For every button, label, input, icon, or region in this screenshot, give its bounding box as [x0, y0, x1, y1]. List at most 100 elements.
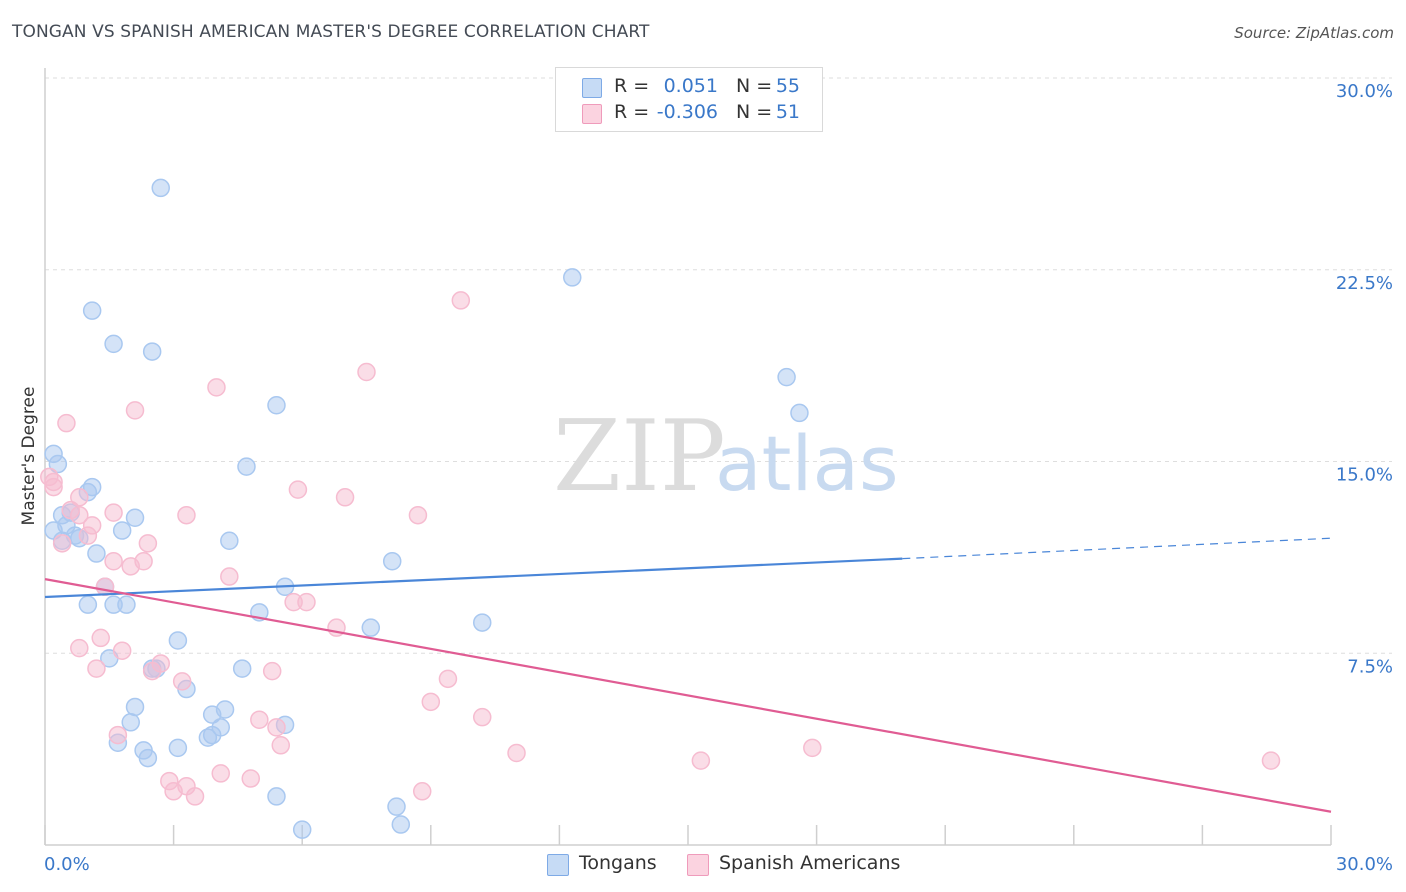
- tongan-point: [78, 595, 98, 614]
- y-tick-label: 7.5%: [1347, 656, 1393, 677]
- tongan-point: [82, 477, 102, 497]
- tongan-point: [104, 334, 123, 354]
- tongan-point: [87, 544, 106, 563]
- tongan-point: [267, 787, 286, 806]
- tongan-point: [48, 454, 68, 474]
- spanish-american-point: [220, 567, 239, 586]
- bottom-legend-swatch-spanish-americans: [687, 854, 709, 876]
- spanish-american-point: [138, 534, 158, 553]
- bottom-legend: Tongans Spanish Americans: [0, 852, 1406, 878]
- tongan-trend-line: [44, 557, 903, 599]
- tongan-point: [267, 396, 286, 415]
- tick-labels: 7.5% 15.0% 22.5% 30.0% 0.0% 30.0%: [44, 81, 1393, 875]
- spanish-american-point: [207, 378, 226, 397]
- spanish-american-point: [451, 291, 471, 310]
- tongan-point: [151, 178, 170, 198]
- spanish-american-point: [70, 638, 89, 658]
- tongan-point: [125, 697, 145, 717]
- x-tick-label: 30.0%: [1336, 854, 1393, 875]
- tongan-trend-extension: [902, 537, 1332, 560]
- bottom-legend-swatch-tongans: [547, 854, 569, 876]
- spanish-american-point: [172, 672, 192, 691]
- tongan-point: [292, 820, 312, 839]
- spanish-american-point: [125, 401, 145, 420]
- spanish-american-point: [267, 718, 286, 737]
- tongan-point: [382, 551, 402, 571]
- tongan-point: [121, 713, 140, 732]
- tongan-point: [472, 613, 492, 632]
- y-axis-title: Master's Degree: [19, 387, 39, 526]
- tongan-point: [790, 403, 809, 423]
- tongan-point: [138, 748, 158, 768]
- spanish-american-point: [472, 707, 492, 727]
- chart-source: Source: ZipAtlas.com: [1234, 24, 1394, 42]
- spanish-american-trend-line: [44, 578, 1332, 813]
- tongan-point: [361, 618, 381, 637]
- spanish-american-point: [211, 764, 231, 783]
- tongan-point: [168, 738, 188, 758]
- spanish-american-point: [87, 659, 106, 678]
- tongan-point: [232, 659, 252, 678]
- tongan-point: [220, 531, 239, 551]
- tongan-point: [211, 718, 231, 737]
- spanish-american-point: [412, 782, 432, 801]
- spanish-american-point: [112, 641, 132, 660]
- spanish-american-point: [104, 503, 123, 522]
- spanish-american-point: [241, 769, 261, 788]
- legend-r-label: R =: [614, 101, 650, 123]
- chart-title: TONGAN VS SPANISH AMERICAN MASTER'S DEGR…: [12, 22, 650, 42]
- tongan-point: [391, 815, 411, 834]
- spanish-american-point: [104, 551, 123, 571]
- tongan-point: [563, 268, 582, 287]
- watermark-zip: ZIP: [553, 400, 726, 514]
- legend-row-spanish-americans: R = -0.306 N = 51: [556, 101, 822, 127]
- legend-swatch-spanish-americans: [582, 104, 602, 124]
- legend-row-tongans: R = 0.051 N = 55: [556, 75, 822, 101]
- spanish-american-point: [507, 743, 526, 763]
- spanish-american-point: [438, 669, 458, 689]
- spanish-american-point: [82, 516, 102, 535]
- spanish-american-point: [70, 505, 89, 525]
- legend-n-value: 55: [775, 75, 800, 97]
- spanish-american-point: [271, 736, 291, 755]
- spanish-american-point: [151, 654, 170, 673]
- series-spanish-americans-points: [40, 291, 1281, 806]
- tongan-point: [82, 301, 102, 320]
- legend-r-label: R =: [614, 75, 650, 97]
- spanish-american-point: [262, 661, 282, 681]
- spanish-american-point: [691, 751, 711, 770]
- y-tick-label: 15.0%: [1336, 465, 1393, 486]
- legend-n-label: N =: [736, 75, 773, 97]
- tongan-point: [215, 700, 235, 719]
- legend-swatch-tongans: [582, 78, 602, 98]
- spanish-american-point: [91, 628, 110, 648]
- legend-r-value: -0.306: [656, 101, 718, 123]
- spanish-american-point: [408, 505, 428, 525]
- legend-n-value: 51: [775, 101, 800, 123]
- bottom-legend-label-spanish-americans: Spanish Americans: [719, 852, 901, 874]
- legend-n-label: N =: [736, 101, 773, 123]
- tongan-point: [237, 457, 256, 476]
- spanish-american-point: [421, 692, 441, 712]
- spanish-american-point: [70, 488, 89, 507]
- tongan-point: [125, 508, 145, 527]
- trend-lines: [44, 537, 1332, 813]
- watermark-atlas: atlas: [715, 419, 899, 508]
- watermark: ZIP atlas: [553, 400, 899, 514]
- spanish-american-point: [52, 534, 72, 553]
- spanish-american-point: [288, 480, 308, 499]
- y-tick-label: 22.5%: [1336, 273, 1393, 294]
- spanish-american-point: [803, 738, 822, 758]
- spanish-american-point: [134, 551, 153, 571]
- grid-lines: [45, 77, 1392, 654]
- spanish-american-point: [185, 787, 205, 806]
- spanish-american-point: [297, 592, 316, 612]
- spanish-american-point: [1261, 751, 1281, 770]
- spanish-american-point: [335, 488, 355, 507]
- x-tick-label: 0.0%: [44, 854, 90, 875]
- y-tick-label: 30.0%: [1336, 81, 1393, 102]
- spanish-american-point: [357, 362, 376, 382]
- tongan-point: [112, 521, 132, 540]
- spanish-american-point: [250, 710, 269, 729]
